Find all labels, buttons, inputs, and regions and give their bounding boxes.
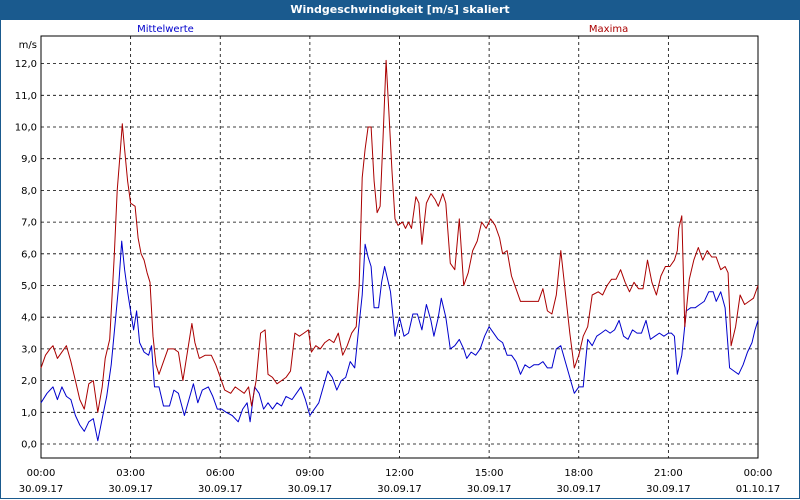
y-tick-label: 12,0 [15, 59, 37, 70]
x-tick-date: 30.09.17 [646, 484, 691, 495]
x-tick-time: 15:00 [475, 468, 504, 479]
y-tick-label: 3,0 [21, 344, 37, 355]
x-tick-time: 21:00 [654, 468, 683, 479]
x-tick-time: 06:00 [206, 468, 235, 479]
y-tick-label: 2,0 [21, 376, 37, 387]
x-tick-time: 12:00 [385, 468, 414, 479]
y-axis-label: m/s [19, 40, 37, 51]
x-tick-date: 30.09.17 [288, 484, 333, 495]
y-tick-label: 11,0 [15, 91, 37, 102]
chart-title: Windgeschwindigkeit [m/s] skaliert [0, 0, 800, 20]
y-tick-label: 5,0 [21, 281, 37, 292]
y-tick-label: 9,0 [21, 154, 37, 165]
chart-frame: 0,0 1,0 2,0 3,0 4,0 5,0 6,0 7,0 8,0 9,0 10,0 11,0 12… [0, 20, 800, 499]
x-tick-time: 00:00 [27, 468, 56, 479]
x-tick-time: 00:00 [744, 468, 773, 479]
y-tick-label: 8,0 [21, 186, 37, 197]
legend-maxima: Maxima [589, 24, 628, 35]
x-tick-date: 30.09.17 [556, 484, 601, 495]
x-tick-time: 09:00 [295, 468, 324, 479]
x-tick-date: 30.09.17 [198, 484, 243, 495]
x-tick-date: 01.10.17 [736, 484, 781, 495]
line-chart: 0,0 1,0 2,0 3,0 4,0 5,0 6,0 7,0 8,0 9,0 10,0 11,0 12… [15, 24, 781, 495]
y-tick-label: 0,0 [21, 440, 37, 451]
series-line-maxima [40, 59, 759, 413]
y-tick-label: 4,0 [21, 313, 37, 324]
x-tick-date: 30.09.17 [19, 484, 64, 495]
y-tick-label: 6,0 [21, 249, 37, 260]
x-tick-date: 30.09.17 [467, 484, 512, 495]
y-tick-label: 10,0 [15, 123, 37, 134]
y-tick-label: 7,0 [21, 218, 37, 229]
x-tick-date: 30.09.17 [108, 484, 153, 495]
legend-mittelwerte: Mittelwerte [137, 24, 194, 35]
x-tick-date: 30.09.17 [377, 484, 422, 495]
series-line-mittelwerte [40, 240, 759, 442]
x-tick-time: 18:00 [564, 468, 593, 479]
x-tick-time: 03:00 [116, 468, 145, 479]
y-tick-label: 1,0 [21, 408, 37, 419]
